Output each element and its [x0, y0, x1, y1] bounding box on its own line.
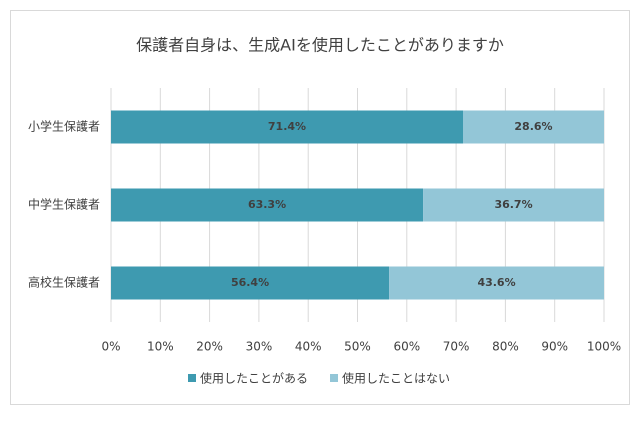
bar-segment: [389, 266, 604, 300]
bar-segment: [111, 110, 464, 144]
x-tick-label: 100%: [587, 340, 621, 354]
legend-marker: [188, 374, 196, 382]
data-label: 63.3%: [248, 198, 286, 211]
bar-segment: [463, 110, 604, 144]
legend-label: 使用したことはない: [342, 371, 450, 386]
legend-marker: [330, 374, 339, 382]
bar-segment: [111, 266, 390, 300]
y-tick-label: 中学生保護者: [28, 197, 100, 212]
x-tick-label: 70%: [443, 340, 470, 354]
y-tick-label: 高校生保護者: [28, 275, 100, 290]
chart-title: 保護者自身は、生成AIを使用したことがありますか: [136, 36, 504, 55]
x-tick-label: 60%: [393, 340, 420, 354]
x-tick-label: 90%: [541, 340, 568, 354]
x-tick-label: 40%: [295, 340, 322, 354]
y-tick-label: 小学生保護者: [28, 119, 100, 134]
data-label: 56.4%: [231, 276, 269, 289]
data-label: 28.6%: [514, 120, 552, 133]
x-tick-label: 80%: [492, 340, 519, 354]
x-tick-label: 0%: [101, 340, 120, 354]
x-tick-label: 30%: [246, 340, 273, 354]
data-label: 43.6%: [477, 276, 515, 289]
x-tick-label: 10%: [147, 340, 174, 354]
x-tick-label: 20%: [196, 340, 223, 354]
data-label: 36.7%: [494, 198, 532, 211]
bar-segment: [111, 188, 424, 222]
bar-segment: [423, 188, 604, 222]
data-label: 71.4%: [268, 120, 306, 133]
x-tick-label: 50%: [344, 340, 371, 354]
legend-label: 使用したことがある: [200, 371, 308, 386]
